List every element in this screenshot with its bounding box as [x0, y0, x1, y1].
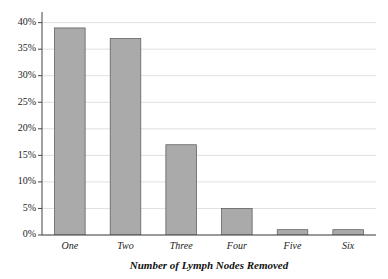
x-axis-line	[42, 235, 376, 236]
x-tick-label: Six	[342, 240, 355, 251]
y-tick-label: 35%	[18, 42, 36, 53]
y-tick	[38, 155, 42, 156]
grid-line	[42, 235, 376, 236]
y-tick-label: 40%	[18, 16, 36, 27]
grid-line	[42, 49, 376, 50]
y-tick	[38, 235, 42, 236]
bar	[277, 230, 308, 235]
x-tick-label: Two	[117, 240, 134, 251]
y-axis-line	[42, 12, 43, 235]
y-tick	[38, 181, 42, 182]
y-tick	[38, 22, 42, 23]
y-tick-label: 25%	[18, 96, 36, 107]
y-axis: 0% 5% 10% 15% 20% 25% 30% 35% 40%	[18, 12, 42, 239]
y-tick-label: 30%	[18, 69, 36, 80]
x-tick-label: One	[61, 240, 78, 251]
x-axis-label: Number of Lymph Nodes Removed	[129, 259, 289, 271]
x-tick-label: Three	[170, 240, 194, 251]
y-tick	[38, 128, 42, 129]
page: {"chart_data": {"type": "bar", "xlabel":…	[0, 0, 388, 279]
grid-line	[42, 102, 376, 103]
bar	[333, 230, 364, 235]
y-tick-label: 15%	[18, 149, 36, 160]
bar	[166, 145, 197, 235]
y-grid	[42, 23, 376, 235]
y-tick-label: 20%	[18, 122, 36, 133]
x-tick-label: Four	[226, 240, 247, 251]
grid-line	[42, 181, 376, 182]
x-axis: One Two Three Four Five Six	[42, 235, 376, 251]
bar	[222, 208, 253, 235]
y-tick	[38, 49, 42, 50]
x-tick-label: Five	[283, 240, 302, 251]
chart-svg: 0% 5% 10% 15% 20% 25% 30% 35% 40% One Two Three Four…	[0, 0, 388, 279]
grid-line	[42, 75, 376, 76]
y-tick	[38, 75, 42, 76]
y-tick-label: 0%	[23, 228, 36, 239]
bar	[55, 28, 86, 235]
bar	[110, 39, 141, 235]
y-tick	[38, 208, 42, 209]
grid-line	[42, 128, 376, 129]
grid-line	[42, 155, 376, 156]
grid-line	[42, 208, 376, 209]
y-tick	[38, 102, 42, 103]
chart-container: 0% 5% 10% 15% 20% 25% 30% 35% 40% One Two Three Four…	[0, 0, 388, 279]
y-tick-label: 10%	[18, 175, 36, 186]
bars	[55, 28, 364, 235]
grid-line	[42, 22, 376, 23]
y-tick-label: 5%	[23, 202, 36, 213]
